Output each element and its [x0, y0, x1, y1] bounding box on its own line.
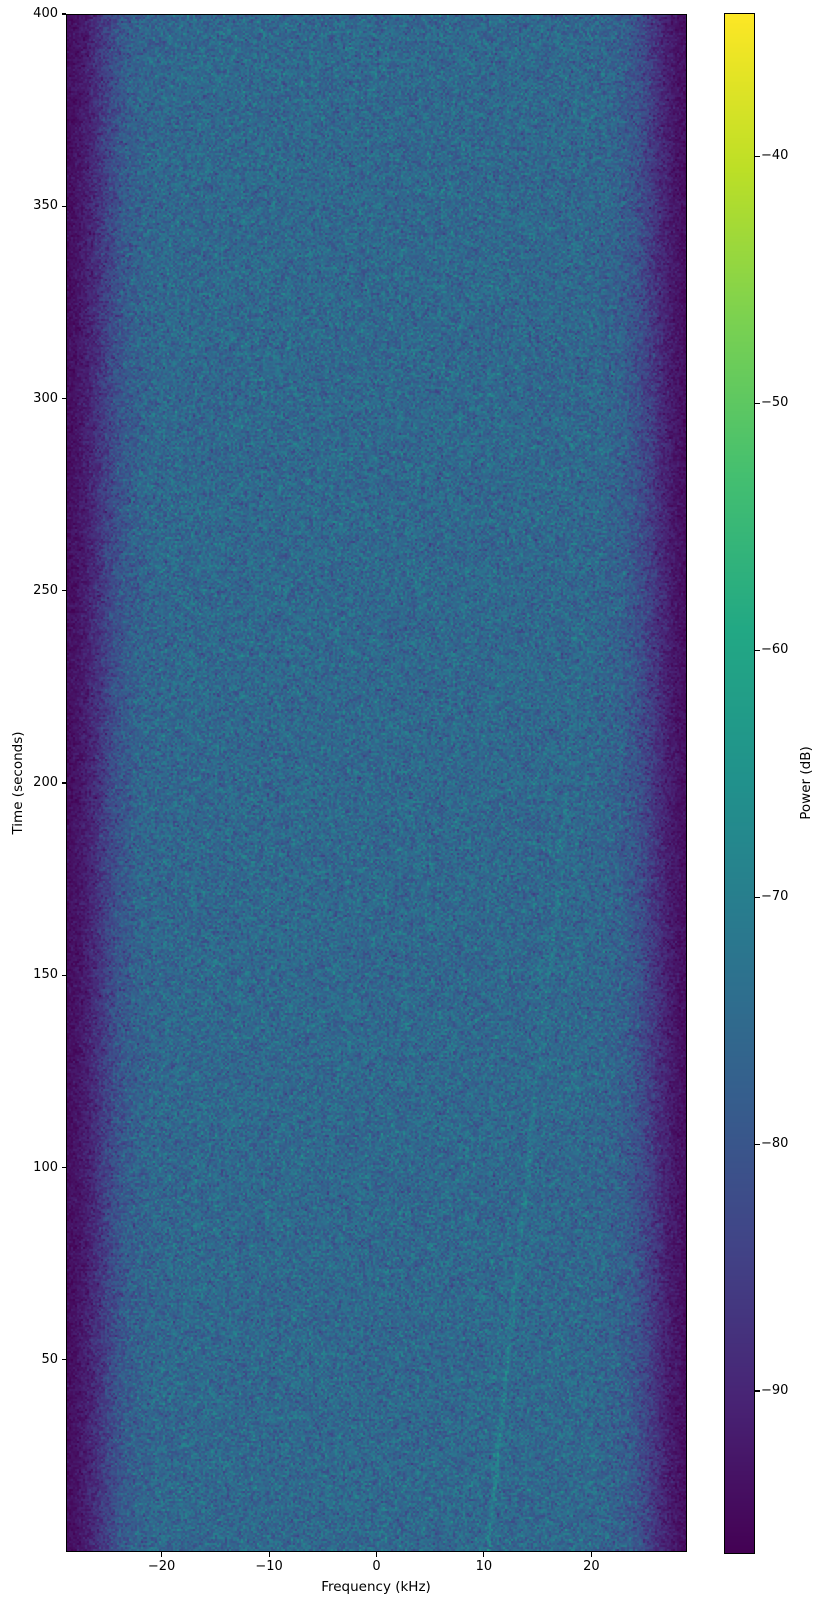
- colorbar-tick-label: −90: [761, 1383, 789, 1398]
- colorbar-label: Power (dB): [798, 746, 814, 820]
- y-tick-label: 250: [33, 582, 58, 598]
- y-tick-mark: [61, 782, 66, 784]
- x-axis-label: Frequency (kHz): [321, 1579, 431, 1595]
- y-tick-label: 200: [33, 775, 58, 790]
- x-tick-mark: [161, 1552, 163, 1557]
- y-tick-mark: [61, 974, 66, 976]
- y-tick-label: 150: [33, 967, 58, 983]
- colorbar-tick-mark: [755, 1390, 760, 1392]
- x-tick-label: −10: [255, 1559, 283, 1574]
- y-axis-label: Time (seconds): [10, 731, 26, 835]
- spectrogram-plot: [66, 14, 687, 1552]
- colorbar-tick-mark: [755, 649, 760, 651]
- colorbar-tick-mark: [755, 896, 760, 898]
- y-tick-label: 50: [41, 1351, 58, 1367]
- colorbar-gradient: [725, 14, 754, 1553]
- spectrogram-canvas: [67, 15, 686, 1551]
- y-tick-mark: [61, 397, 66, 400]
- colorbar-tick-label: −40: [761, 148, 789, 164]
- y-tick-mark: [61, 205, 66, 207]
- colorbar-tick-label: −60: [761, 642, 789, 658]
- colorbar-tick-label: −50: [761, 395, 789, 411]
- y-tick-mark: [61, 1166, 66, 1169]
- x-tick-mark: [268, 1552, 270, 1557]
- x-tick-label: 0: [372, 1559, 381, 1574]
- y-tick-label: 400: [33, 6, 58, 21]
- colorbar-tick-label: −70: [761, 889, 789, 905]
- y-tick-label: 100: [33, 1159, 58, 1175]
- x-tick-mark: [483, 1552, 485, 1557]
- colorbar-tick-mark: [755, 155, 760, 157]
- y-tick-mark: [61, 1359, 66, 1361]
- colorbar-tick-label: −80: [761, 1136, 789, 1152]
- y-tick-mark: [61, 590, 66, 592]
- x-tick-mark: [375, 1552, 378, 1557]
- y-tick-label: 300: [33, 390, 58, 406]
- colorbar-tick-mark: [755, 402, 760, 404]
- y-tick-label: 350: [33, 198, 58, 214]
- x-tick-label: 10: [475, 1559, 493, 1574]
- colorbar: [724, 13, 755, 1554]
- y-tick-mark: [61, 13, 66, 15]
- x-tick-label: −20: [147, 1559, 176, 1574]
- x-tick-label: 20: [583, 1559, 600, 1574]
- colorbar-tick-mark: [755, 1143, 760, 1145]
- x-tick-mark: [590, 1552, 592, 1557]
